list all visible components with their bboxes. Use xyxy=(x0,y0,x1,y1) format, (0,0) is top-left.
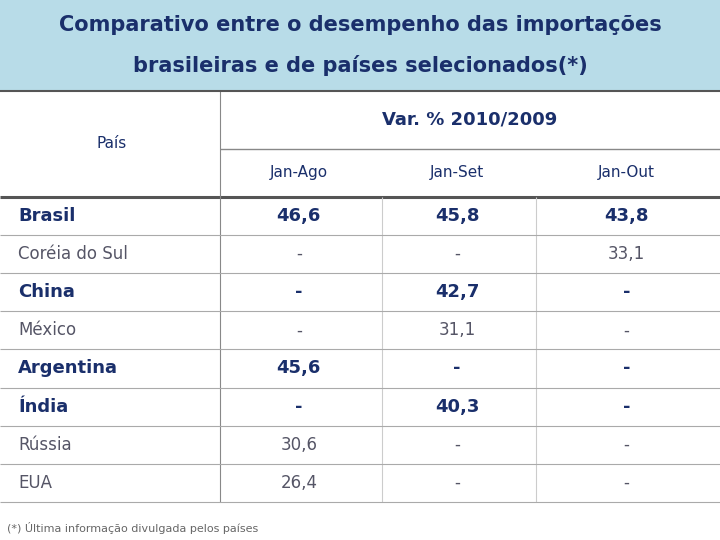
Text: 46,6: 46,6 xyxy=(276,207,321,225)
Text: País: País xyxy=(96,136,127,151)
Text: -: - xyxy=(454,360,461,377)
Text: 40,3: 40,3 xyxy=(435,397,480,416)
Text: Argentina: Argentina xyxy=(18,360,118,377)
Text: Brasil: Brasil xyxy=(18,207,76,225)
Text: -: - xyxy=(454,436,460,454)
Text: Rússia: Rússia xyxy=(18,436,71,454)
Text: brasileiras e de países selecionados(*): brasileiras e de países selecionados(*) xyxy=(132,56,588,76)
Text: Índia: Índia xyxy=(18,397,68,416)
Text: EUA: EUA xyxy=(18,474,52,492)
Text: 45,6: 45,6 xyxy=(276,360,321,377)
Text: 42,7: 42,7 xyxy=(435,283,480,301)
Text: 26,4: 26,4 xyxy=(280,474,318,492)
Text: -: - xyxy=(623,360,630,377)
Text: -: - xyxy=(454,474,460,492)
Text: -: - xyxy=(624,436,629,454)
Text: -: - xyxy=(296,321,302,339)
Text: -: - xyxy=(296,245,302,263)
Text: 45,8: 45,8 xyxy=(435,207,480,225)
Text: México: México xyxy=(18,321,76,339)
Text: Coréia do Sul: Coréia do Sul xyxy=(18,245,128,263)
Text: -: - xyxy=(624,321,629,339)
Text: Comparativo entre o desempenho das importações: Comparativo entre o desempenho das impor… xyxy=(58,15,662,35)
Text: -: - xyxy=(295,397,302,416)
Text: 31,1: 31,1 xyxy=(438,321,476,339)
Text: China: China xyxy=(18,283,75,301)
Text: -: - xyxy=(623,283,630,301)
Text: 33,1: 33,1 xyxy=(608,245,645,263)
Text: Var. % 2010/2009: Var. % 2010/2009 xyxy=(382,111,557,129)
Text: -: - xyxy=(454,245,460,263)
Text: 30,6: 30,6 xyxy=(280,436,318,454)
Text: Jan-Ago: Jan-Ago xyxy=(270,165,328,180)
Text: -: - xyxy=(295,283,302,301)
Text: (*) Última informação divulgada pelos países: (*) Última informação divulgada pelos pa… xyxy=(7,522,258,534)
Text: Jan-Out: Jan-Out xyxy=(598,165,655,180)
Text: Jan-Set: Jan-Set xyxy=(430,165,485,180)
Text: -: - xyxy=(624,474,629,492)
Text: 43,8: 43,8 xyxy=(604,207,649,225)
Text: -: - xyxy=(623,397,630,416)
